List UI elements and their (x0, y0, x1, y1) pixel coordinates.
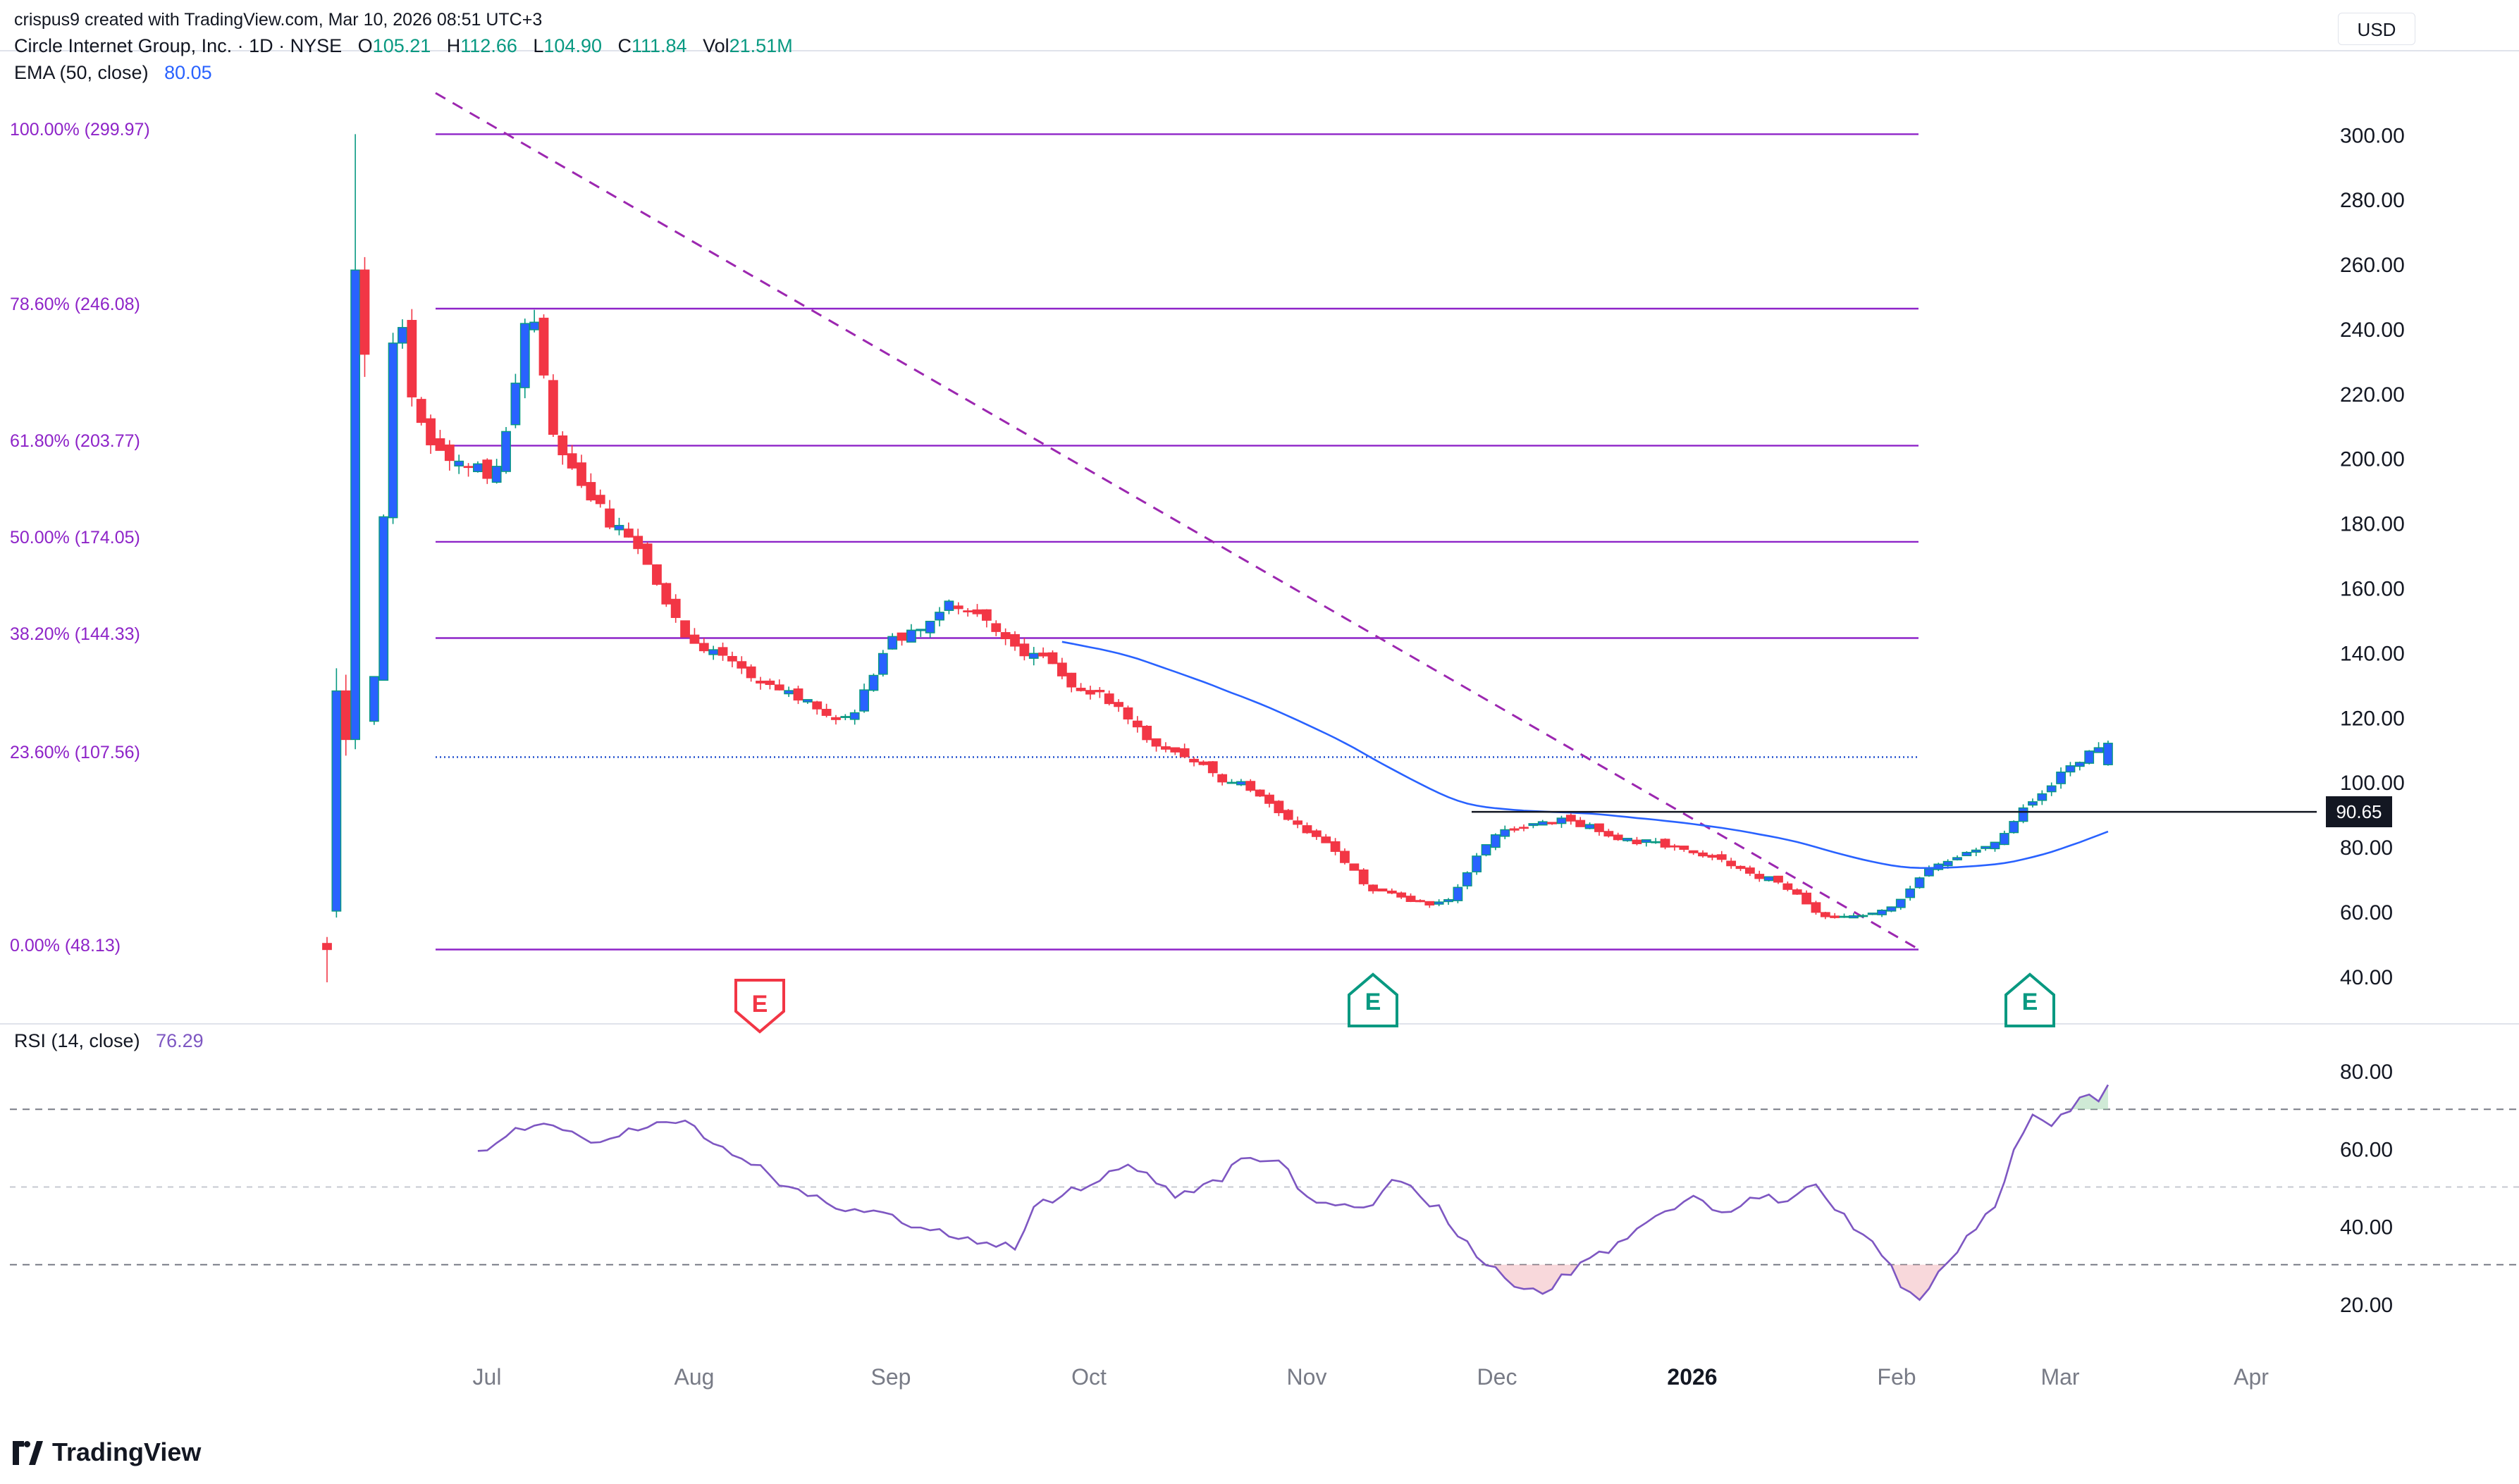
svg-text:Nov: Nov (1287, 1364, 1327, 1390)
svg-text:Dec: Dec (1477, 1364, 1517, 1390)
svg-text:180.00: 180.00 (2340, 513, 2405, 536)
svg-text:280.00: 280.00 (2340, 189, 2405, 212)
svg-text:140.00: 140.00 (2340, 642, 2405, 665)
svg-text:260.00: 260.00 (2340, 254, 2405, 277)
svg-text:40.00: 40.00 (2340, 1216, 2393, 1239)
svg-text:E: E (2022, 989, 2038, 1015)
svg-text:60.00: 60.00 (2340, 901, 2393, 925)
svg-text:80.00: 80.00 (2340, 836, 2393, 860)
svg-text:Aug: Aug (675, 1364, 715, 1390)
svg-text:60.00: 60.00 (2340, 1138, 2393, 1161)
svg-text:40.00: 40.00 (2340, 966, 2393, 989)
svg-text:E: E (1365, 989, 1381, 1015)
svg-text:160.00: 160.00 (2340, 577, 2405, 600)
svg-text:Apr: Apr (2234, 1364, 2269, 1390)
svg-text:80.00: 80.00 (2340, 1061, 2393, 1084)
svg-text:E: E (752, 991, 768, 1018)
svg-text:2026: 2026 (1667, 1364, 1717, 1390)
svg-text:120.00: 120.00 (2340, 707, 2405, 730)
svg-text:Jul: Jul (473, 1364, 502, 1390)
svg-text:20.00: 20.00 (2340, 1294, 2393, 1317)
svg-text:220.00: 220.00 (2340, 383, 2405, 407)
svg-text:240.00: 240.00 (2340, 319, 2405, 342)
svg-text:300.00: 300.00 (2340, 124, 2405, 147)
svg-text:Feb: Feb (1877, 1364, 1916, 1390)
svg-text:200.00: 200.00 (2340, 448, 2405, 471)
svg-text:Sep: Sep (871, 1364, 911, 1390)
svg-text:100.00: 100.00 (2340, 772, 2405, 795)
svg-text:Mar: Mar (2040, 1364, 2079, 1390)
svg-text:Oct: Oct (1071, 1364, 1107, 1390)
